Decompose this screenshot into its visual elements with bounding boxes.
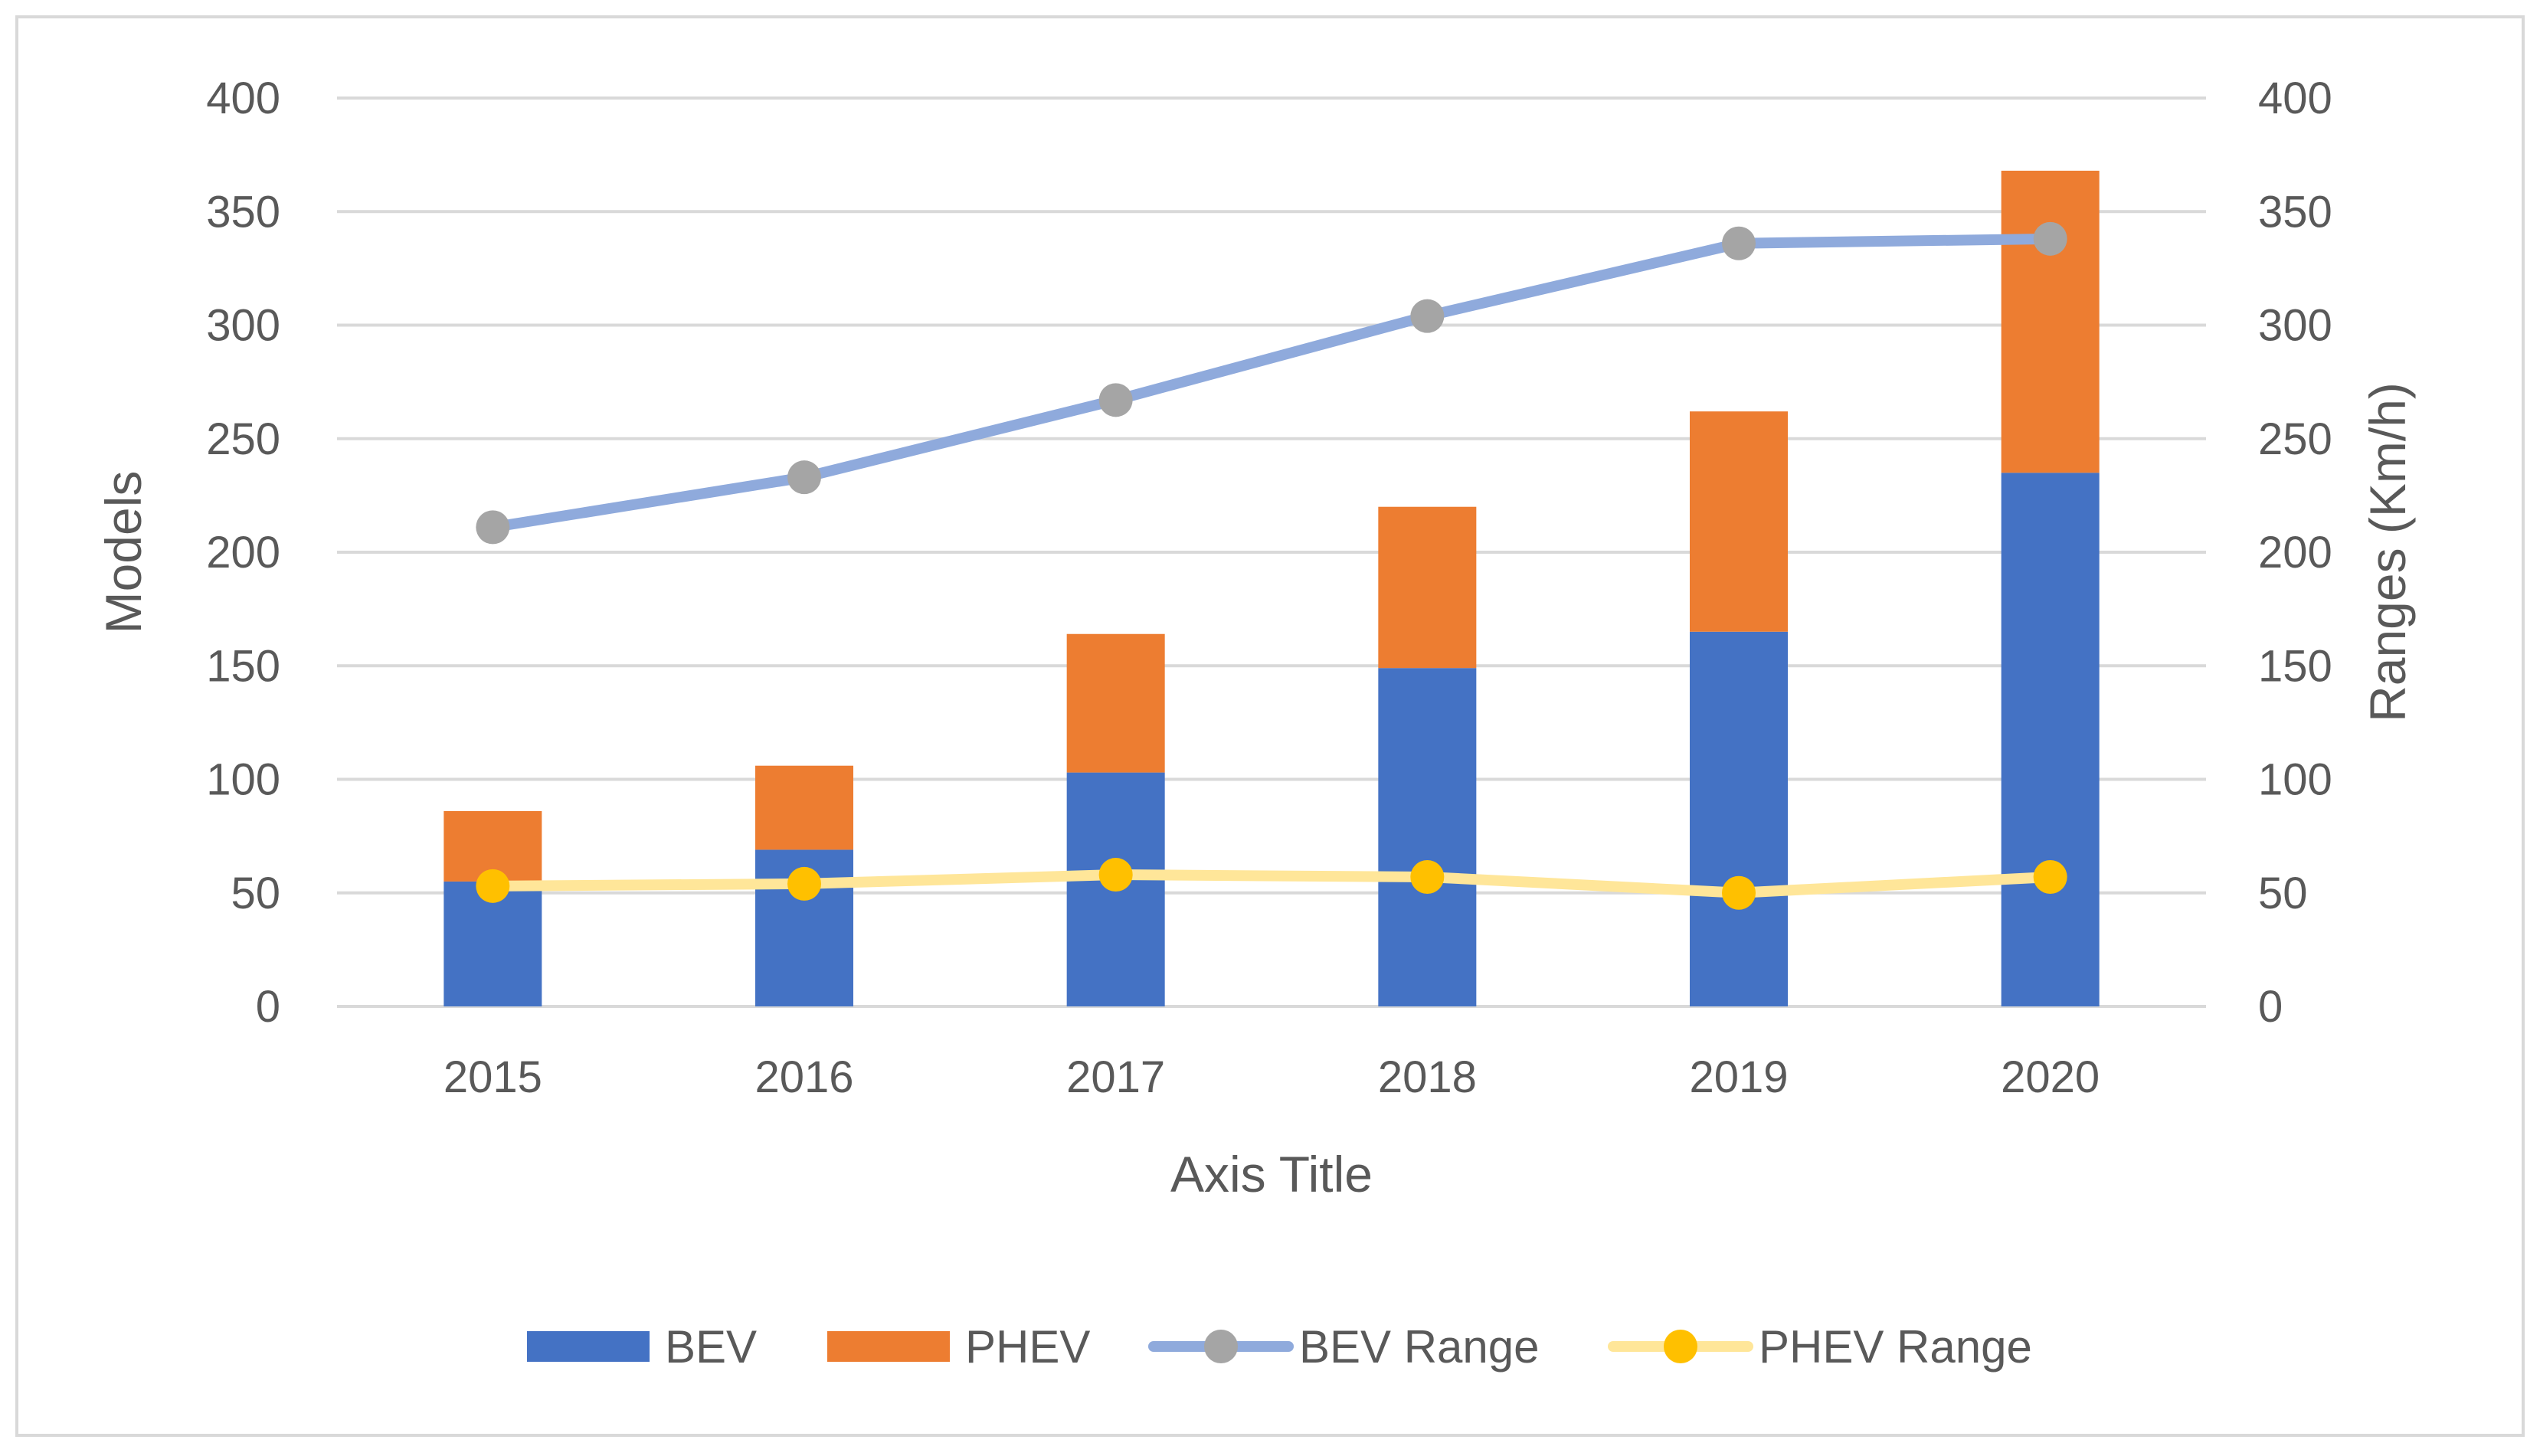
y-tick-label: 250 (206, 414, 280, 464)
marker-bev-range (476, 510, 510, 545)
marker-phev-range (1410, 859, 1445, 894)
x-tick-label: 2015 (444, 1052, 542, 1102)
bar-bev (1378, 668, 1477, 1006)
x-tick-label: 2017 (1066, 1052, 1165, 1102)
y-tick-label: 150 (206, 641, 280, 691)
marker-phev-range (1098, 858, 1133, 892)
x-tick-label: 2018 (1378, 1052, 1477, 1102)
y-tick-label: 300 (206, 301, 280, 351)
x-tick-label: 2020 (2001, 1052, 2100, 1102)
y2-tick-label: 400 (2258, 74, 2332, 123)
marker-phev-range (1722, 875, 1756, 910)
marker-bev-range (787, 460, 821, 495)
legend-label-bev: BEV (665, 1321, 757, 1373)
chart-frame (15, 15, 2525, 1437)
gridlines (337, 97, 2206, 1008)
y2-tick-label: 300 (2258, 301, 2332, 351)
legend-label-phev-range: PHEV Range (1759, 1321, 2032, 1373)
x-axis-title: Axis Title (1170, 1146, 1373, 1202)
legend: BEV PHEV BEV Range PHEV Range (527, 1321, 2032, 1373)
y-tick-label: 0 (256, 982, 280, 1032)
y-tick-label: 50 (231, 869, 280, 918)
marker-phev-range (787, 866, 821, 901)
marker-bev-range (1098, 383, 1133, 417)
y-tick-label: 200 (206, 528, 280, 577)
bar-phev (1378, 506, 1477, 669)
y2-tick-label: 200 (2258, 528, 2332, 577)
legend-marker-phev-range (1664, 1330, 1697, 1363)
y-tick-label: 100 (206, 755, 280, 805)
line-phev-range (487, 869, 2056, 898)
bar-bev (1690, 631, 1788, 1006)
y2-tick-label: 0 (2258, 982, 2283, 1032)
bar-phev (2001, 170, 2100, 473)
y2-tick-label: 150 (2258, 641, 2332, 691)
marker-bev-range (1410, 299, 1445, 333)
line-layer (476, 221, 2067, 910)
y2-axis-title: Ranges (Km/h) (2359, 382, 2416, 722)
x-tick-label: 2019 (1689, 1052, 1788, 1102)
bar-phev (1690, 411, 1788, 632)
marker-bev-range (2033, 221, 2067, 256)
line-bev-range (487, 233, 2056, 533)
bar-layer (444, 170, 2100, 1006)
y2-tick-label: 100 (2258, 755, 2332, 805)
marker-phev-range (476, 869, 510, 903)
bar-phev (755, 765, 853, 850)
axes: 0 50 100 150 200 250 300 350 400 0 50 100 150 200 250 3… (95, 74, 2416, 1202)
y2-tick-label: 350 (2258, 187, 2332, 237)
y2-tick-label: 250 (2258, 414, 2332, 464)
legend-label-bev-range: BEV Range (1299, 1321, 1540, 1373)
marker-bev-range (1722, 226, 1756, 260)
y-axis-title: Models (95, 471, 152, 634)
legend-swatch-bev (527, 1331, 650, 1362)
y2-tick-label: 50 (2258, 869, 2308, 918)
legend-swatch-phev (827, 1331, 950, 1362)
y-tick-label: 350 (206, 187, 280, 237)
legend-marker-bev-range (1204, 1330, 1238, 1363)
x-tick-label: 2016 (754, 1052, 853, 1102)
bar-bev (2001, 473, 2100, 1006)
legend-label-phev: PHEV (965, 1321, 1090, 1373)
y-tick-label: 400 (206, 74, 280, 123)
bar-phev (1066, 633, 1165, 773)
marker-phev-range (2033, 859, 2067, 894)
